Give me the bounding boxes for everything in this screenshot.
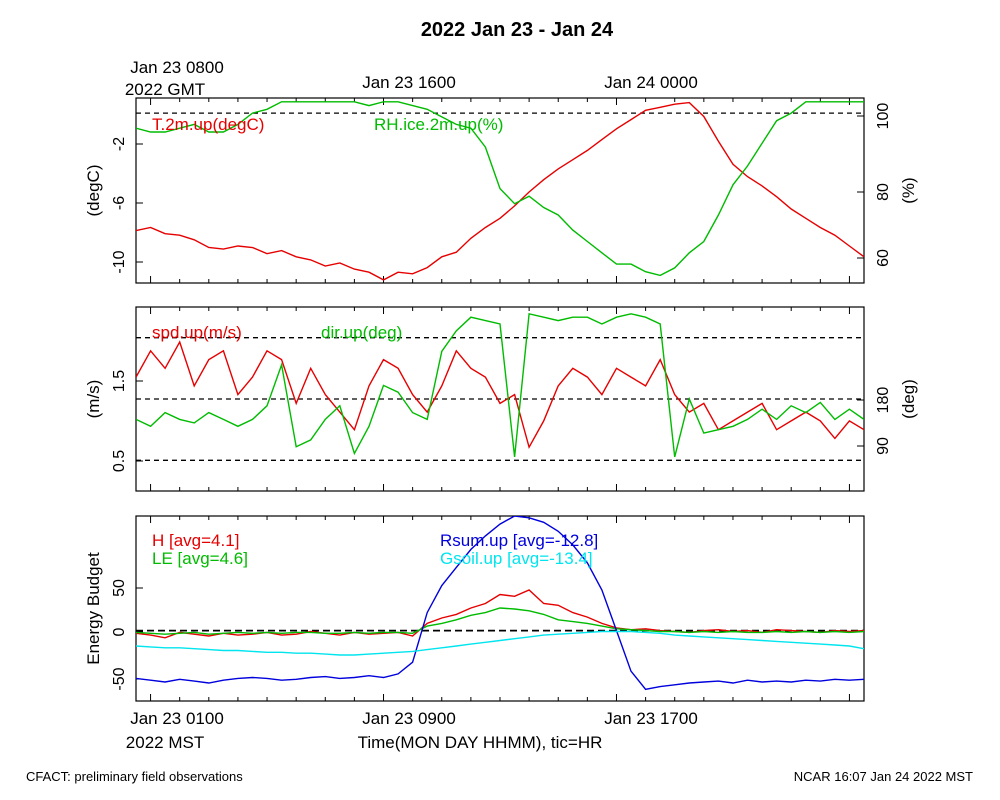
legend-cyan: Gsoil.up [avg=-13.4]	[440, 549, 593, 568]
bottom-time-label-1: Jan 23 0100	[130, 709, 224, 728]
y-axis-label-left: (degC)	[84, 165, 103, 217]
y-tick-label-right: 80	[875, 183, 892, 201]
y-axis-label-right: (%)	[899, 177, 918, 203]
footer-left: CFACT: preliminary field observations	[26, 769, 243, 784]
energy-budget-panel: -50 0 50 Energy Budget H [avg=4.1]LE [avg=4.…	[84, 515, 865, 702]
legend-blue: Rsum.up [avg=-12.8]	[440, 531, 598, 550]
top-time-label-1-line2: 2022 GMT	[125, 80, 205, 99]
series-line-green	[136, 312, 864, 458]
y-tick-label-right: 60	[875, 249, 892, 267]
series-line-green	[136, 101, 864, 277]
legend-green: RH.ice.2m.up(%)	[374, 115, 503, 134]
top-time-label-3: Jan 24 0000	[604, 73, 698, 92]
bottom-year-tz-label: 2022 MST	[126, 733, 204, 752]
series-line-blue	[136, 516, 864, 691]
y-tick-label-left: 0.5	[111, 450, 128, 472]
y-axis-label-left: (m/s)	[84, 380, 103, 419]
temperature-rh-panel: -10 -6 -2 60 80 100 (degC) (%) T.2m.up(degC) RH.i…	[84, 97, 918, 284]
footer-right: NCAR 16:07 Jan 24 2022 MST	[794, 769, 973, 784]
y-tick-label-left: -2	[111, 137, 128, 151]
legend-red: spd.up(m/s)	[152, 323, 242, 342]
series-line-cyan	[136, 630, 864, 656]
legend-green: LE [avg=4.6]	[152, 549, 248, 568]
bottom-time-label-2: Jan 23 0900	[362, 709, 456, 728]
y-tick-label-left: -6	[111, 196, 128, 210]
y-tick-label-left: 0	[111, 627, 128, 636]
y-tick-label-left: -50	[111, 667, 128, 690]
series-line-green	[136, 607, 864, 635]
y-axis-label-left: Energy Budget	[84, 552, 103, 665]
y-tick-label-right: 100	[875, 103, 892, 130]
x-axis-title: Time(MON DAY HHMM), tic=HR	[358, 733, 603, 752]
bottom-time-label-3: Jan 23 1700	[604, 709, 698, 728]
top-time-label-2: Jan 23 1600	[362, 73, 456, 92]
y-tick-label-left: 50	[111, 579, 128, 597]
legend-red: H [avg=4.1]	[152, 531, 239, 550]
chart-title: 2022 Jan 23 - Jan 24	[421, 19, 614, 41]
series-line-red	[136, 340, 864, 450]
wind-panel: 0.5 1.5 90 180 (m/s) (deg) spd.up(m/s) dir.up(d…	[84, 306, 918, 492]
y-tick-label-left: 1.5	[111, 370, 128, 392]
y-tick-label-right: 180	[875, 387, 892, 414]
legend-green: dir.up(deg)	[321, 323, 402, 342]
y-tick-label-left: -10	[111, 250, 128, 273]
legend-red: T.2m.up(degC)	[152, 115, 264, 134]
y-axis-label-right: (deg)	[899, 379, 918, 419]
top-time-label-1-line1: Jan 23 0800	[130, 58, 224, 77]
y-tick-label-right: 90	[875, 437, 892, 455]
